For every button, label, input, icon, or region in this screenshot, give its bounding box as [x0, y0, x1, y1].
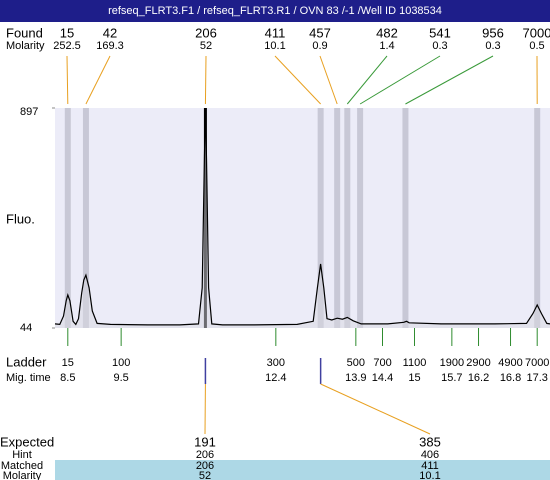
matched-label: Matched [1, 460, 43, 472]
found-molarity-label: Molarity [6, 40, 45, 52]
expected-connector [320, 383, 431, 435]
ladder-size: 1100 [403, 357, 427, 369]
ladder-mig-time: 9.5 [113, 372, 128, 384]
found-connector [319, 55, 338, 105]
ladder-size: 2900 [466, 357, 490, 369]
found-peak-band [82, 108, 89, 328]
found-peak-band [402, 108, 409, 328]
found-connector [204, 55, 207, 105]
found-molarity: 0.5 [529, 40, 544, 52]
y-axis-label: Fluo. [6, 211, 35, 226]
found-size: 956 [482, 25, 504, 40]
found-molarity: 0.9 [312, 40, 327, 52]
found-peak-band [534, 108, 541, 328]
ladder-size: 300 [267, 357, 285, 369]
hint-label: Hint [12, 449, 32, 461]
hint-size: 206 [196, 449, 214, 461]
found-molarity: 0.3 [432, 40, 447, 52]
found-molarity: 1.4 [379, 40, 394, 52]
matched-molarity: 52 [199, 470, 211, 480]
found-size: 482 [376, 25, 398, 40]
found-connector [359, 55, 441, 105]
found-size: 42 [103, 25, 117, 40]
found-peak-band [357, 108, 364, 328]
expected-size: 191 [194, 434, 216, 449]
matched-size: 206 [196, 460, 214, 472]
ladder-mig-time: 17.3 [526, 372, 547, 384]
expected-label: Expected [0, 434, 54, 449]
found-peak-band [334, 108, 341, 328]
ladder-mig-time: 16.8 [500, 372, 521, 384]
found-size: 457 [309, 25, 331, 40]
found-size: 15 [60, 25, 74, 40]
ladder-mig-time: 14.4 [372, 372, 393, 384]
ladder-mig-time: 8.5 [60, 372, 75, 384]
ladder-mig-time: 16.2 [468, 372, 489, 384]
ladder-size: 700 [373, 357, 391, 369]
chart-title: refseq_FLRT3.F1 / refseq_FLRT3.R1 / OVN … [108, 5, 442, 17]
mig-time-label: Mig. time [6, 372, 51, 384]
title-bar [0, 0, 550, 22]
ladder-mig-time: 12.4 [265, 372, 286, 384]
found-molarity: 10.1 [264, 40, 285, 52]
trace [54, 107, 550, 326]
found-size: 206 [195, 25, 217, 40]
found-molarity: 52 [200, 40, 212, 52]
found-connector [85, 55, 111, 105]
ladder-size: 15 [62, 357, 74, 369]
found-peak-band [64, 108, 71, 328]
plot-area [55, 108, 550, 328]
matched-molarity: 10.1 [419, 470, 440, 480]
matched-band [55, 460, 550, 480]
found-molarity: 252.5 [53, 40, 81, 52]
ladder-label: Ladder [6, 354, 47, 369]
found-label: Found [6, 25, 43, 40]
ladder-size: 4900 [498, 357, 522, 369]
y-tick-label: 44 [20, 322, 32, 334]
hint-size: 406 [421, 449, 439, 461]
found-peak-band [344, 108, 351, 328]
found-connector [405, 55, 494, 105]
ladder-mig-time: 15 [408, 372, 420, 384]
ladder-mig-time: 15.7 [441, 372, 462, 384]
found-molarity: 0.3 [485, 40, 500, 52]
ladder-size: 500 [347, 357, 365, 369]
ladder-size: 7000 [525, 357, 549, 369]
matched-size: 411 [421, 460, 439, 472]
found-size: 7000 [523, 25, 550, 40]
found-size: 541 [429, 25, 451, 40]
found-size: 411 [265, 25, 286, 40]
found-connector [66, 55, 69, 105]
found-connector [274, 55, 321, 105]
molarity-label: Molarity [3, 470, 42, 480]
found-connector [346, 55, 388, 105]
ladder-size: 100 [112, 357, 130, 369]
found-molarity: 169.3 [96, 40, 124, 52]
found-peak-band [317, 108, 324, 328]
ladder-mig-time: 13.9 [345, 372, 366, 384]
y-tick-label: 897 [20, 106, 38, 118]
expected-size: 385 [419, 434, 441, 449]
ladder-size: 1900 [440, 357, 464, 369]
